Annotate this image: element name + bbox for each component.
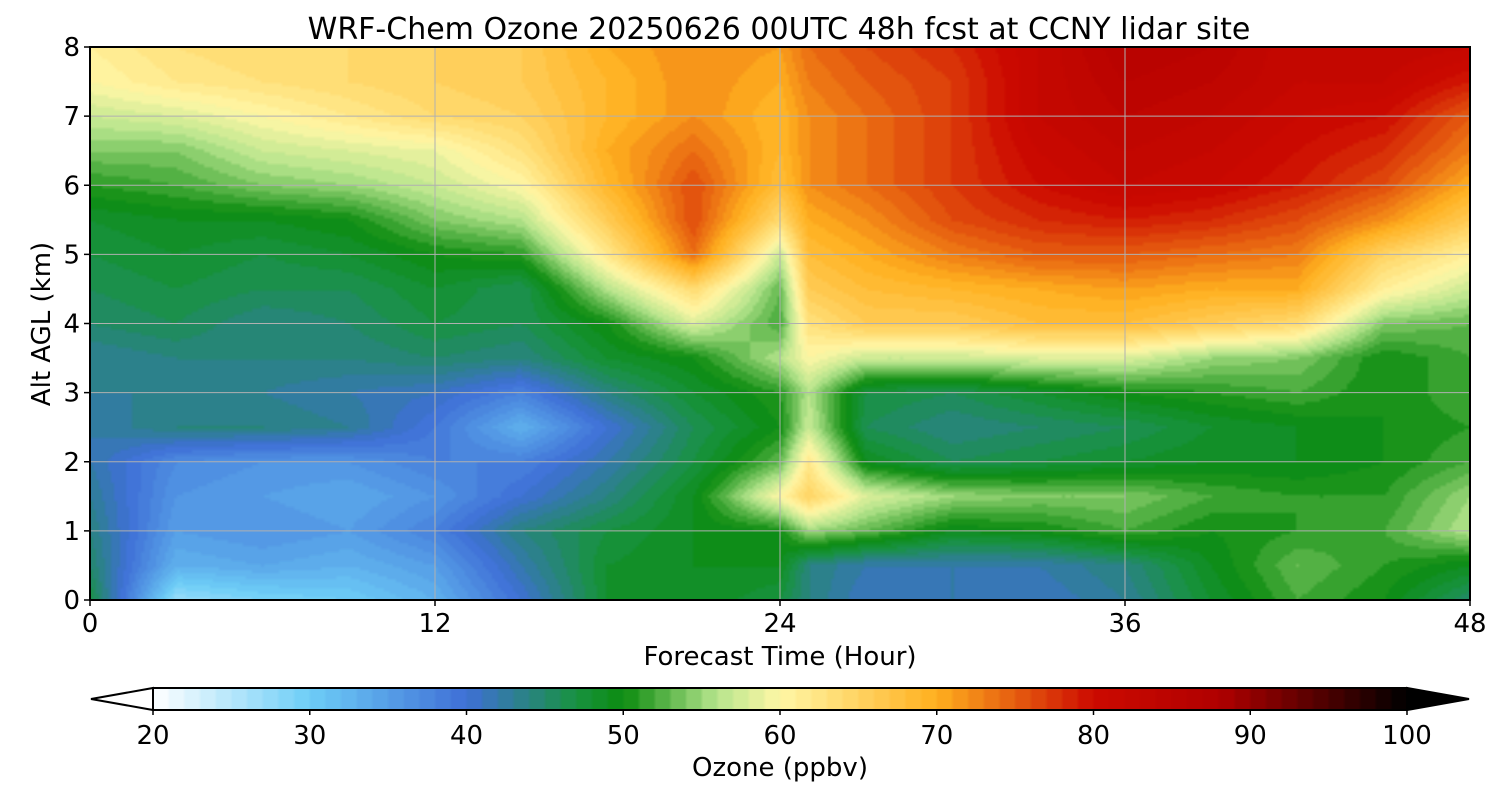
chart-title: WRF-Chem Ozone 20250626 00UTC 48h fcst a… bbox=[308, 12, 1251, 47]
y-tick-label: 2 bbox=[63, 448, 80, 478]
y-tick-label: 7 bbox=[63, 102, 80, 132]
colorbar-gradient bbox=[153, 688, 1407, 710]
x-axis: 0 12 24 36 48 bbox=[82, 600, 1487, 639]
x-tick-label: 0 bbox=[82, 609, 99, 639]
colorbar-tick-label: 40 bbox=[450, 721, 483, 751]
colorbar-tick-label: 90 bbox=[1234, 721, 1267, 751]
x-tick-label: 36 bbox=[1108, 609, 1141, 639]
x-axis-label: Forecast Time (Hour) bbox=[643, 642, 916, 672]
colorbar-tick-label: 50 bbox=[607, 721, 640, 751]
y-axis: 0 1 2 3 4 5 6 7 8 bbox=[63, 33, 90, 616]
colorbar-ticks: 20 30 40 50 60 70 80 90 100 bbox=[136, 710, 1432, 751]
plot-area bbox=[89, 46, 1471, 601]
colorbar-tick-label: 30 bbox=[293, 721, 326, 751]
colorbar-label: Ozone (ppbv) bbox=[692, 753, 868, 783]
x-tick-label: 12 bbox=[418, 609, 451, 639]
colorbar-tick-label: 100 bbox=[1382, 721, 1432, 751]
y-tick-label: 5 bbox=[63, 240, 80, 270]
colorbar-tick-label: 20 bbox=[136, 721, 169, 751]
x-tick-label: 48 bbox=[1453, 609, 1486, 639]
y-tick-label: 8 bbox=[63, 33, 80, 63]
colorbar-extend-max bbox=[1406, 686, 1470, 712]
y-tick-label: 3 bbox=[63, 379, 80, 409]
y-tick-label: 4 bbox=[63, 310, 80, 340]
y-tick-label: 1 bbox=[63, 517, 80, 547]
y-tick-label: 0 bbox=[63, 586, 80, 616]
y-axis-label: Alt AGL (km) bbox=[27, 242, 57, 406]
colorbar-tick-label: 60 bbox=[763, 721, 796, 751]
colorbar-tick-label: 80 bbox=[1077, 721, 1110, 751]
y-tick-label: 6 bbox=[63, 171, 80, 201]
x-tick-label: 24 bbox=[763, 609, 796, 639]
colorbar-tick-label: 70 bbox=[920, 721, 953, 751]
colorbar: 20 30 40 50 60 70 80 90 100 bbox=[90, 686, 1470, 751]
colorbar-extend-min bbox=[90, 686, 154, 712]
